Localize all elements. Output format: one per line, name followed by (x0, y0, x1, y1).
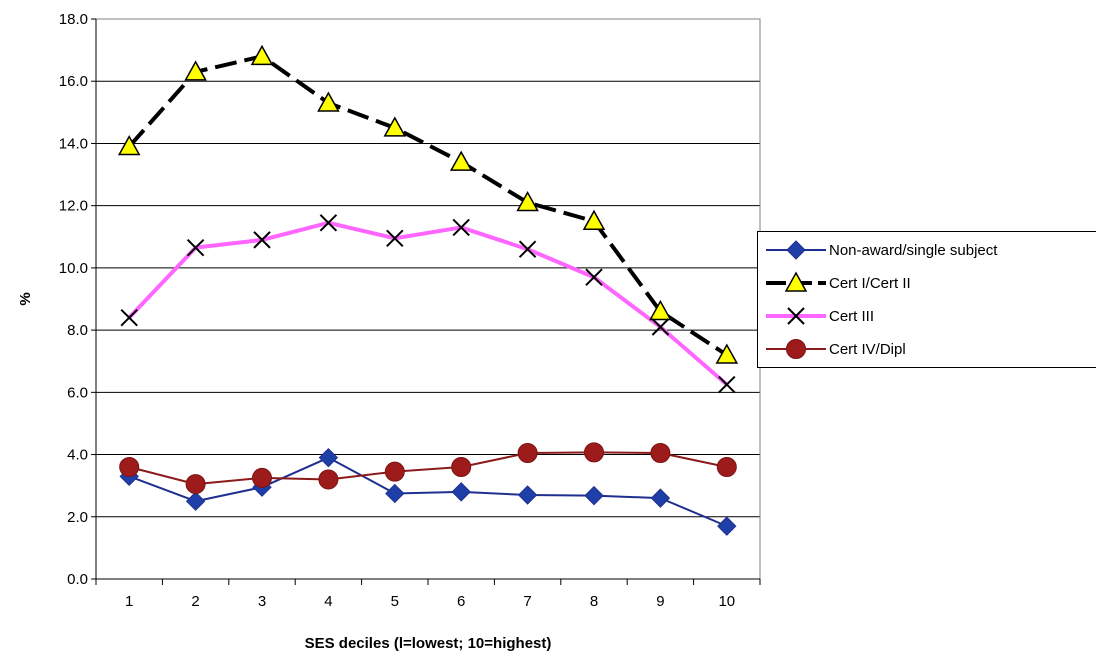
data-point-s3 (318, 469, 339, 490)
legend-swatch-0 (766, 240, 826, 260)
data-point-s2 (386, 229, 404, 248)
x-tick-label: 3 (258, 593, 266, 610)
y-tick-label: 0.0 (67, 571, 88, 588)
data-point-s1 (117, 135, 141, 156)
data-point-s2 (186, 238, 205, 257)
y-tick-label: 16.0 (59, 73, 88, 90)
data-point-s3 (252, 467, 272, 488)
series-line-0 (128, 456, 728, 528)
data-point-s1 (516, 191, 539, 212)
data-point-s2 (120, 308, 138, 327)
data-point-s0 (517, 485, 538, 505)
data-point-s3 (584, 442, 604, 463)
data-point-s3 (451, 457, 472, 477)
x-tick-label: 1 (125, 593, 133, 610)
series-lines (127, 54, 729, 528)
data-point-s2 (651, 318, 670, 336)
legend-label-0: Non-award/single subject (829, 241, 998, 259)
data-point-s0 (451, 482, 471, 502)
data-point-s1 (649, 299, 672, 321)
data-point-s0 (717, 516, 737, 536)
grid-lines (96, 18, 760, 518)
legend-swatch-1 (766, 271, 826, 292)
series-line-3 (128, 451, 728, 486)
legend: Non-award/single subject Cert I/Cert II … (757, 231, 1096, 368)
legend-label-1: Cert I/Cert II (829, 274, 911, 292)
x-tick-label: 5 (391, 593, 399, 610)
legend-item-1: Cert I/Cert II (764, 271, 911, 295)
data-point-s3 (384, 461, 405, 482)
series-markers (117, 44, 739, 536)
data-point-s3 (185, 474, 206, 495)
legend-item-0: Non-award/single subject (764, 238, 997, 262)
y-tick-label: 2.0 (67, 509, 88, 526)
legend-swatch-3 (766, 339, 826, 359)
data-point-s3 (716, 457, 737, 477)
series-line-2 (127, 220, 729, 387)
data-point-s1 (250, 44, 274, 66)
legend-item-2: Cert III (764, 304, 874, 328)
data-point-s3 (650, 443, 671, 463)
legend-marker (787, 307, 805, 325)
data-point-s2 (518, 240, 537, 258)
x-tick-label: 2 (191, 593, 199, 610)
data-point-s1 (317, 91, 340, 112)
legend-label-3: Cert IV/Dipl (829, 340, 906, 358)
data-point-s1 (184, 60, 207, 81)
series-line-1 (127, 54, 728, 357)
data-point-s1 (582, 209, 606, 230)
legend-marker (786, 339, 806, 359)
axes (91, 18, 761, 585)
x-tick-label: 10 (718, 593, 735, 610)
legend-label-2: Cert III (829, 307, 875, 325)
data-point-s2 (718, 375, 736, 394)
tick-labels: 0.0 2.0 4.0 6.0 8.0 10.0 12.0 14.0 16.0 18.0 1 2 3 4 5… (59, 11, 735, 610)
y-tick-label: 4.0 (67, 447, 88, 464)
legend-marker (784, 271, 808, 292)
data-point-s3 (119, 457, 140, 477)
y-axis-title: % (17, 292, 34, 305)
legend-swatch-2 (766, 307, 826, 325)
data-point-s2 (452, 218, 470, 237)
data-point-s0 (584, 485, 604, 506)
data-point-s1 (715, 343, 739, 364)
data-point-s1 (383, 116, 407, 137)
data-point-s0 (318, 447, 339, 468)
data-point-s2 (253, 231, 271, 249)
data-point-s0 (650, 488, 671, 508)
y-tick-label: 12.0 (59, 198, 88, 215)
data-point-s1 (449, 150, 473, 171)
data-point-s3 (517, 443, 538, 463)
y-tick-label: 18.0 (59, 11, 88, 28)
data-point-s2 (319, 214, 338, 232)
y-tick-label: 6.0 (67, 384, 88, 401)
data-point-s2 (585, 268, 603, 286)
y-tick-label: 14.0 (59, 135, 88, 152)
x-axis-title: SES deciles (l=lowest; 10=highest) (305, 635, 552, 652)
x-tick-label: 9 (656, 593, 664, 610)
data-point-s0 (185, 491, 206, 511)
legend-marker (786, 240, 806, 260)
x-tick-label: 8 (590, 593, 598, 610)
x-tick-label: 4 (324, 593, 332, 610)
x-tick-label: 6 (457, 593, 465, 610)
data-point-s0 (385, 483, 405, 504)
y-tick-label: 8.0 (67, 322, 88, 339)
x-tick-label: 7 (523, 593, 531, 610)
y-tick-label: 10.0 (59, 260, 88, 277)
legend-item-3: Cert IV/Dipl (764, 337, 906, 361)
